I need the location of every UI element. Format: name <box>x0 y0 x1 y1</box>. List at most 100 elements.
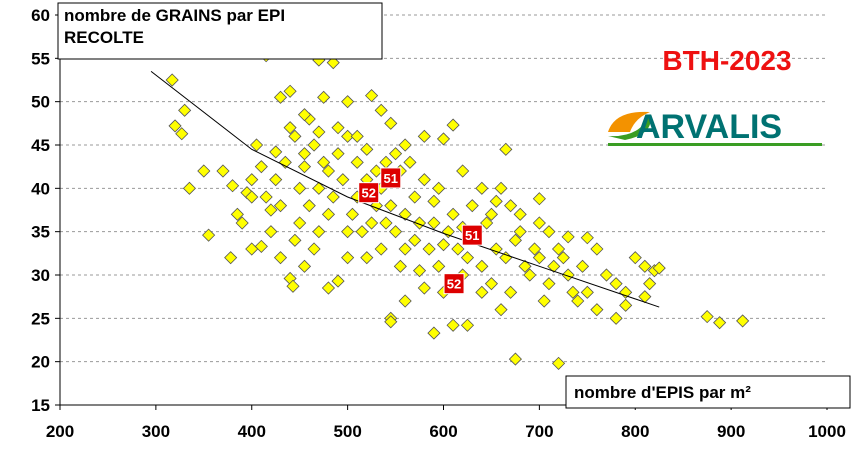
point <box>475 181 489 195</box>
chart-title: BTH-2023 <box>662 45 791 76</box>
point <box>408 233 422 247</box>
point <box>551 356 566 370</box>
point <box>736 314 750 328</box>
point <box>365 216 379 230</box>
point <box>202 228 216 242</box>
point <box>374 103 388 117</box>
point <box>341 251 355 265</box>
point <box>508 233 522 247</box>
point <box>345 207 359 221</box>
point <box>182 181 196 195</box>
point <box>590 242 604 256</box>
point <box>412 264 427 278</box>
point <box>341 95 355 109</box>
point <box>288 233 302 247</box>
point <box>326 190 340 204</box>
point <box>317 90 331 104</box>
y-tick-label: 60 <box>31 6 50 25</box>
point <box>245 173 259 187</box>
point <box>422 242 436 256</box>
y-label: RECOLTE <box>64 28 144 47</box>
point <box>513 225 527 239</box>
point <box>513 207 527 221</box>
point <box>216 164 230 178</box>
point <box>542 277 556 291</box>
point <box>643 277 657 291</box>
point <box>165 73 179 87</box>
point <box>417 281 431 295</box>
point <box>628 251 642 265</box>
y-tick-label: 50 <box>31 93 50 112</box>
point <box>326 56 340 70</box>
point <box>379 216 393 230</box>
logo-leaf <box>608 111 650 132</box>
point <box>590 303 604 317</box>
point <box>575 259 590 273</box>
x-label: nombre d'EPIS par m² <box>574 383 751 402</box>
point <box>494 181 508 195</box>
point <box>427 194 441 208</box>
point <box>571 294 585 308</box>
logo-bar <box>608 143 822 146</box>
point <box>388 147 403 161</box>
point <box>384 199 398 213</box>
point <box>446 207 460 221</box>
point <box>609 277 623 291</box>
point <box>446 118 460 132</box>
point <box>436 238 451 252</box>
point <box>341 225 355 239</box>
point <box>224 251 238 265</box>
point <box>360 251 374 265</box>
point <box>331 147 345 161</box>
point <box>532 192 546 206</box>
point <box>230 207 244 221</box>
point <box>508 352 522 366</box>
point <box>297 108 312 122</box>
point <box>341 129 355 143</box>
point <box>556 251 570 265</box>
annotation: 51 <box>384 171 398 186</box>
point <box>460 251 475 265</box>
point <box>350 129 364 143</box>
point <box>398 242 412 256</box>
point <box>398 294 412 308</box>
point <box>561 230 575 244</box>
point <box>321 207 336 221</box>
point <box>456 164 470 178</box>
y-tick-label: 30 <box>31 266 50 285</box>
point <box>480 216 494 230</box>
logo-leaf <box>608 114 651 140</box>
point <box>417 173 431 187</box>
point <box>297 259 312 273</box>
point <box>475 259 489 273</box>
point <box>408 190 422 204</box>
y-label: nombre de GRAINS par EPI <box>64 6 285 25</box>
y-tick-label: 25 <box>31 309 50 328</box>
point <box>273 251 288 265</box>
x-tick-label: 900 <box>717 422 745 441</box>
annotation: 52 <box>361 186 375 201</box>
point <box>259 190 273 204</box>
point <box>460 318 475 332</box>
point <box>518 259 532 273</box>
x-tick-label: 800 <box>621 422 649 441</box>
point <box>566 285 580 299</box>
x-tick-label: 1000 <box>808 422 846 441</box>
point <box>264 203 278 217</box>
y-tick-label: 55 <box>31 49 50 68</box>
point <box>713 316 727 330</box>
point <box>307 138 321 152</box>
point <box>297 160 312 174</box>
point <box>384 116 398 130</box>
point <box>484 277 499 291</box>
point <box>532 216 546 230</box>
point <box>302 199 316 213</box>
y-tick-label: 45 <box>31 136 50 155</box>
point <box>321 281 336 295</box>
point <box>283 121 297 135</box>
point <box>226 179 240 193</box>
point <box>599 268 614 282</box>
point <box>297 147 312 161</box>
point <box>331 274 345 288</box>
